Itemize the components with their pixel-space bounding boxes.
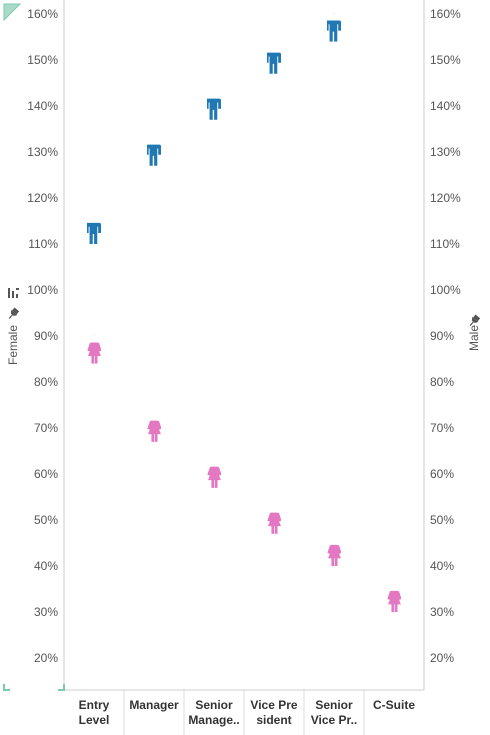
y-tick-label-left: 60% — [34, 467, 58, 481]
x-tick-label: Entry — [79, 698, 110, 712]
x-tick-label: Vice Pre — [250, 698, 297, 712]
y-tick-label-left: 150% — [27, 53, 58, 67]
y-tick-label-right: 80% — [430, 375, 454, 389]
female-person-icon[interactable] — [387, 578, 401, 613]
x-tick-label: Level — [79, 713, 110, 727]
y-tick-label-right: 130% — [430, 145, 461, 159]
female-person-icon[interactable] — [87, 330, 101, 364]
series-male — [86, 8, 341, 244]
y-tick-label-left: 90% — [34, 329, 58, 343]
left-pin-icon[interactable] — [6, 307, 20, 321]
y-tick-label-left: 140% — [27, 99, 58, 113]
top-left-corner-marker — [3, 3, 22, 22]
y-tick-label-left: 50% — [34, 513, 58, 527]
y-tick-label-left: 160% — [27, 7, 58, 21]
y-tick-label-left: 130% — [27, 145, 58, 159]
right-pin-icon[interactable] — [467, 314, 481, 328]
male-person-icon[interactable] — [266, 40, 281, 74]
y-tick-label-left: 70% — [34, 421, 58, 435]
y-tick-label-right: 120% — [430, 191, 461, 205]
y-tick-label-right: 20% — [430, 651, 454, 665]
y-tick-label-right: 110% — [430, 237, 460, 251]
bottom-right-corner-marker — [58, 684, 65, 691]
left-axis-ticks: 160% 150% 140% 130% 120% 110% 100% 90% 80% 70% 60%… — [27, 7, 58, 665]
y-tick-label-left: 20% — [34, 651, 58, 665]
x-tick-label: Senior — [195, 698, 233, 712]
y-tick-label-right: 160% — [430, 7, 461, 21]
left-axis-title: Female — [6, 325, 20, 365]
y-tick-label-right: 40% — [430, 559, 454, 573]
y-tick-label-left: 120% — [27, 191, 58, 205]
y-tick-label-right: 60% — [430, 467, 454, 481]
y-tick-label-left: 110% — [28, 237, 58, 251]
series-female — [87, 330, 401, 613]
right-axis-ticks: 160% 150% 140% 130% 120% 110% 100% 90% 80% 70% 60%… — [430, 7, 461, 665]
female-person-icon[interactable] — [327, 532, 341, 567]
x-tick-label: Senior — [315, 698, 353, 712]
y-tick-label-right: 30% — [430, 605, 454, 619]
y-tick-label-left: 80% — [34, 375, 58, 389]
male-person-icon[interactable] — [326, 8, 341, 42]
bottom-left-corner-marker — [3, 684, 10, 691]
female-person-icon[interactable] — [267, 500, 281, 534]
data-marks — [86, 8, 401, 613]
y-tick-label-left: 30% — [34, 605, 58, 619]
y-tick-label-right: 150% — [430, 53, 461, 67]
x-tick-label: Manage.. — [188, 713, 239, 727]
x-tick-label: C-Suite — [373, 698, 415, 712]
y-tick-label-right: 140% — [430, 99, 461, 113]
x-tick-label: Vice Pr.. — [311, 713, 357, 727]
male-person-icon[interactable] — [86, 210, 101, 244]
y-tick-label-right: 100% — [430, 283, 461, 297]
y-tick-label-right: 70% — [430, 421, 454, 435]
x-tick-label: Manager — [129, 698, 179, 712]
right-axis-title: Male — [467, 325, 481, 351]
y-tick-label-right: 90% — [430, 329, 454, 343]
female-person-icon[interactable] — [207, 454, 221, 488]
y-tick-label-left: 100% — [27, 283, 58, 297]
y-tick-label-right: 50% — [430, 513, 454, 527]
sort-icon[interactable] — [8, 288, 19, 298]
x-tick-label: sident — [256, 713, 291, 727]
female-person-icon[interactable] — [147, 408, 161, 442]
y-tick-label-left: 40% — [34, 559, 58, 573]
male-person-icon[interactable] — [206, 86, 221, 120]
male-person-icon[interactable] — [146, 132, 161, 166]
